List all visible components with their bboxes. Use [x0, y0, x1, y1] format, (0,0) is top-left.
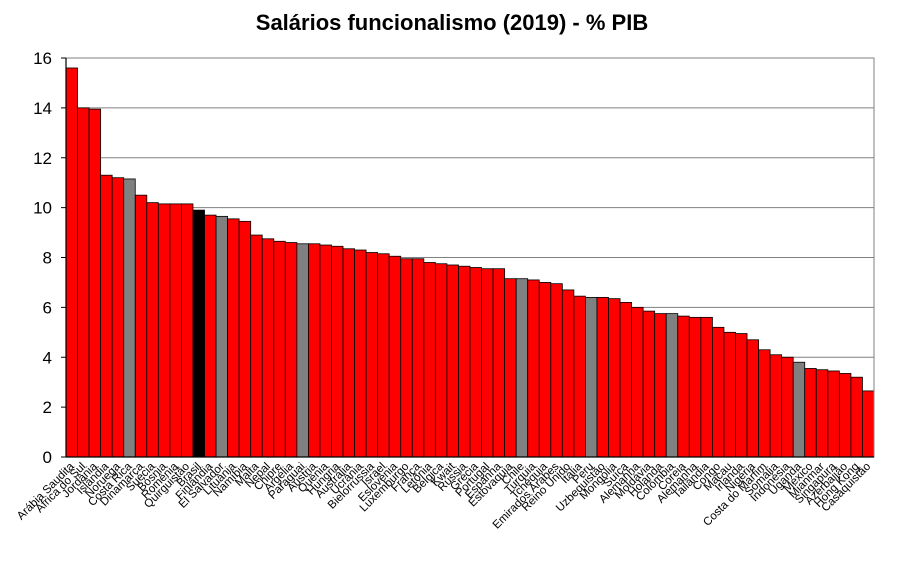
bar	[677, 315, 690, 458]
bar	[850, 376, 863, 458]
bar	[123, 178, 136, 458]
bar	[862, 390, 875, 458]
bar	[100, 174, 113, 458]
bar	[608, 298, 621, 458]
bar	[815, 369, 829, 458]
y-tick-label: 10	[33, 199, 52, 218]
bar	[88, 108, 102, 458]
bar	[723, 331, 736, 458]
bar	[423, 262, 436, 458]
bar	[354, 249, 367, 458]
bar	[261, 238, 275, 458]
bar	[769, 354, 783, 458]
bar	[688, 316, 702, 458]
bar	[365, 252, 379, 458]
bar	[585, 296, 598, 458]
bar	[781, 356, 794, 458]
y-tick-label: 12	[33, 149, 52, 168]
y-tick-label: 14	[33, 99, 52, 118]
bar	[446, 264, 459, 458]
bar	[77, 107, 90, 458]
bar	[181, 203, 194, 458]
bar	[377, 253, 390, 458]
bar	[469, 267, 482, 458]
bar	[712, 326, 725, 458]
bar	[735, 333, 748, 458]
bar	[746, 339, 759, 458]
y-tick-label: 6	[43, 298, 52, 317]
bar	[838, 373, 852, 458]
bar	[538, 282, 552, 458]
bar	[550, 283, 563, 458]
bar	[561, 289, 575, 458]
bar	[573, 295, 586, 458]
bar	[204, 214, 217, 458]
bar	[227, 218, 240, 458]
bar	[492, 268, 506, 458]
y-tick-label: 2	[43, 398, 52, 417]
y-tick-labels: 0 2 4 6 8 10 12 14 16	[33, 49, 52, 467]
bar	[700, 316, 713, 458]
bar	[134, 194, 148, 458]
bar	[827, 370, 840, 458]
bar	[458, 265, 471, 458]
bar	[238, 220, 252, 458]
chart-title: Salários funcionalismo (2019) - % PIB	[255, 10, 649, 35]
y-tick-label: 4	[43, 348, 52, 367]
bar	[250, 234, 263, 458]
bar	[388, 255, 402, 458]
bars	[65, 67, 875, 458]
y-tick-label: 0	[43, 448, 52, 467]
y-tick-label: 16	[33, 49, 52, 68]
bar	[273, 240, 286, 458]
bar	[319, 244, 332, 458]
bar	[434, 263, 448, 458]
bar	[157, 203, 171, 458]
bar	[619, 301, 632, 458]
bar	[192, 209, 205, 458]
bar	[284, 242, 298, 458]
bar	[481, 268, 494, 458]
bar	[400, 258, 413, 458]
bar	[65, 67, 78, 458]
bar	[654, 313, 667, 458]
bar	[331, 245, 344, 458]
axes	[61, 57, 875, 458]
bar	[411, 258, 425, 458]
bar	[631, 306, 644, 458]
bar	[146, 202, 159, 458]
bar	[527, 279, 540, 458]
bar	[342, 248, 355, 458]
bar	[504, 278, 517, 458]
bar	[596, 296, 609, 458]
bar	[215, 215, 228, 458]
bar	[111, 177, 125, 458]
bar	[758, 349, 771, 458]
bar	[169, 203, 182, 458]
y-tick-label: 8	[43, 249, 52, 268]
bar	[515, 278, 529, 458]
bar	[307, 243, 321, 458]
bar	[792, 361, 806, 458]
bar	[296, 243, 309, 458]
bar	[804, 368, 817, 458]
bar	[642, 310, 656, 458]
bar	[665, 313, 679, 458]
